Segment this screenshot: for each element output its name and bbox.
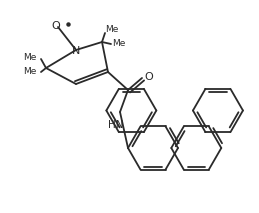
Text: O: O [144, 72, 153, 82]
Text: N: N [72, 46, 80, 56]
Text: Me: Me [105, 26, 118, 35]
Text: HN: HN [108, 120, 124, 130]
Text: Me: Me [23, 68, 36, 76]
Text: Me: Me [112, 39, 125, 49]
Text: Me: Me [23, 53, 36, 62]
Text: O: O [52, 21, 60, 31]
